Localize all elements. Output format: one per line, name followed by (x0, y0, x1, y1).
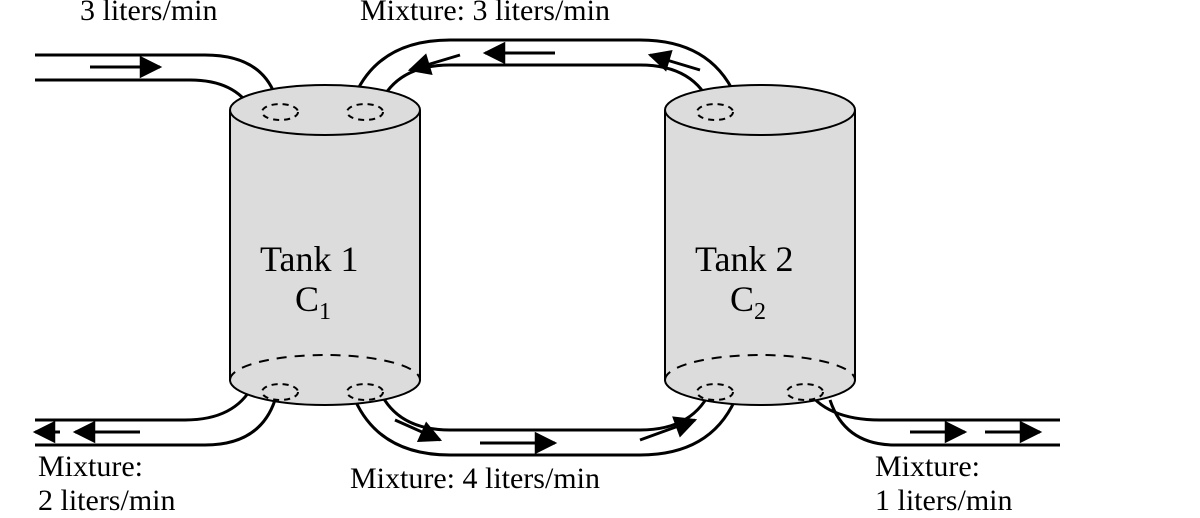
arrow-top-connector-3 (410, 55, 460, 70)
tank-2-label: Tank 2 (695, 238, 793, 280)
pipe-bottom-connector (355, 387, 735, 455)
tank-2-sublabel: C2 (730, 278, 766, 326)
tank-2-sub-sub: 2 (754, 299, 766, 325)
pipe-outflow-bottom-right (805, 387, 1060, 445)
tank-1-sub-base: C (295, 279, 319, 319)
label-top-middle: Mixture: 3 liters/min (360, 0, 610, 28)
arrow-top-connector-2 (650, 55, 700, 70)
label-inflow-top-left: 3 liters/min (80, 0, 218, 28)
label-bottom-right-b: 1 liters/min (875, 484, 1013, 518)
tank-1-sub-sub: 1 (319, 299, 331, 325)
mixing-tanks-diagram (0, 0, 1200, 503)
tank-2-sub-base: C (730, 279, 754, 319)
tank-1-label: Tank 1 (260, 238, 358, 280)
label-bottom-left-b: 2 liters/min (38, 484, 176, 518)
label-bottom-right-a: Mixture: (875, 450, 980, 484)
label-bottom-left-a: Mixture: (38, 450, 143, 484)
label-bottom-middle: Mixture: 4 liters/min (350, 462, 600, 496)
tank-1-sublabel: C1 (295, 278, 331, 326)
pipe-outflow-bottom-left (35, 385, 275, 445)
